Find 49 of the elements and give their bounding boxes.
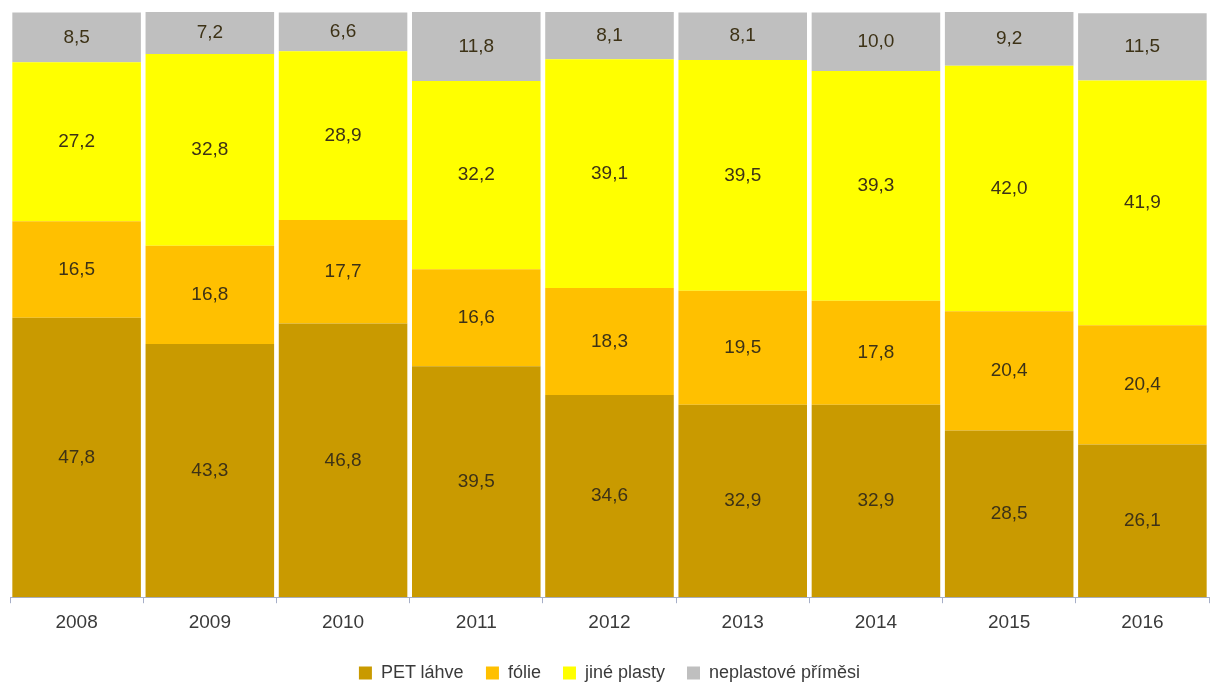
data-label: 32,9 [724,489,762,511]
data-label: 28,9 [324,123,362,145]
data-label: 28,5 [990,502,1028,524]
data-label: 47,8 [58,445,96,467]
data-label: 26,1 [1123,509,1161,531]
data-label: 11,8 [458,34,495,56]
data-label: 42,0 [990,176,1028,198]
data-label: 16,5 [58,257,96,279]
data-label: 39,5 [457,469,495,491]
data-label: 43,3 [191,458,229,480]
data-label: 19,5 [724,336,762,358]
x-tick-label: 2012 [588,610,631,632]
legend-label: neplastové příměsi [709,661,861,682]
data-label: 20,4 [990,359,1029,381]
data-label: 41,9 [1123,191,1161,213]
data-label: 34,6 [591,484,628,506]
legend-label: jiné plasty [583,661,666,682]
data-label: 32,2 [457,163,495,185]
data-label: 8,1 [596,23,623,45]
data-label: 6,6 [329,20,357,42]
x-tick-label: 2016 [1121,610,1164,632]
x-tick-label: 2014 [854,610,898,632]
x-tick-label: 2008 [55,610,98,632]
data-label: 17,7 [324,260,362,282]
legend-label: PET láhve [380,661,464,682]
x-tick-label: 2015 [988,610,1031,632]
data-label: 8,1 [729,24,756,46]
data-label: 39,1 [591,161,628,183]
data-label: 17,8 [857,341,895,363]
legend-label: fólie [507,661,541,682]
data-label: 32,9 [857,489,895,511]
data-label: 27,2 [58,130,96,152]
data-label: 10,0 [857,30,895,52]
data-label: 39,3 [857,174,895,196]
x-tick-label: 2009 [188,610,231,632]
data-label: 18,3 [591,329,628,351]
data-label: 11,5 [1124,35,1161,57]
data-label: 46,8 [324,448,362,470]
x-tick-label: 2013 [721,610,764,632]
data-label: 8,5 [63,25,90,47]
data-label: 32,8 [191,138,229,160]
x-tick-label: 2011 [455,610,497,632]
data-label: 16,6 [457,305,495,327]
x-tick-label: 2010 [321,610,365,632]
data-label: 20,4 [1123,373,1162,395]
data-label: 39,5 [724,163,762,185]
data-label: 16,8 [191,283,229,305]
data-label: 7,2 [196,21,224,43]
data-label: 9,2 [995,27,1023,49]
